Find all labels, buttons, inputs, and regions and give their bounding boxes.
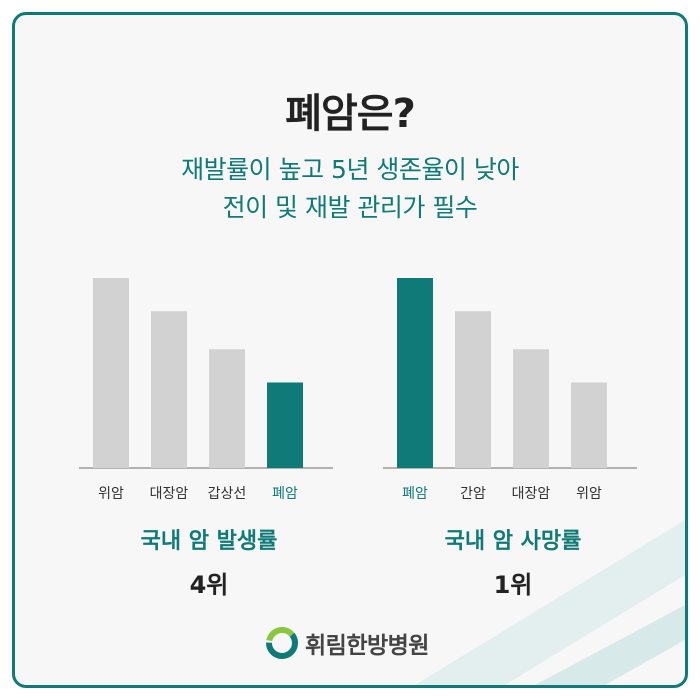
chart-2-tick-label: 폐암 <box>402 486 428 502</box>
charts-canvas: 위암 대장암 갑상선 폐암 폐암 간암 대장암 위암 <box>79 278 637 502</box>
logo-ring-icon <box>266 627 298 659</box>
chart-2-caption: 국내 암 사망률 <box>444 529 582 554</box>
chart-1-caption: 국내 암 발생률 <box>140 529 278 554</box>
chart-1-tick-label: 대장암 <box>150 486 189 502</box>
subtitle-line-1: 재발률이 높고 5년 생존율이 낮아 <box>181 155 519 184</box>
page-title: 폐암은? <box>285 91 416 137</box>
decorative-stripes <box>415 520 685 685</box>
chart-2-bar <box>397 278 433 468</box>
subtitle: 재발률이 높고 5년 생존율이 낮아 전이 및 재발 관리가 필수 <box>15 151 685 227</box>
chart-1-tick-label: 갑상선 <box>208 486 247 502</box>
chart-1-tick-label: 위암 <box>98 486 124 502</box>
chart-2-tick-label: 위암 <box>576 486 602 502</box>
chart-2-rank: 1위 <box>493 571 533 599</box>
chart-2-tick-label: 간암 <box>460 486 486 502</box>
chart-1-tick-label: 폐암 <box>272 486 298 502</box>
chart-1-bar <box>209 349 245 468</box>
chart-1-bar <box>151 311 187 468</box>
subtitle-line-2: 전이 및 재발 관리가 필수 <box>222 193 478 222</box>
hospital-logo: 휘림한방병원 <box>265 623 429 663</box>
card-frame: 폐암은? 재발률이 높고 5년 생존율이 낮아 전이 및 재발 관리가 필수 위… <box>12 12 688 688</box>
chart-2-bar <box>513 349 549 468</box>
chart-2-bar <box>571 382 607 468</box>
chart-2-tick-label: 대장암 <box>512 486 551 502</box>
chart-1-rank: 4위 <box>189 571 229 599</box>
chart-1-bar <box>93 278 129 468</box>
chart-1-bar <box>267 382 303 468</box>
chart-2-bar <box>455 311 491 468</box>
logo-text: 휘림한방병원 <box>305 633 429 659</box>
